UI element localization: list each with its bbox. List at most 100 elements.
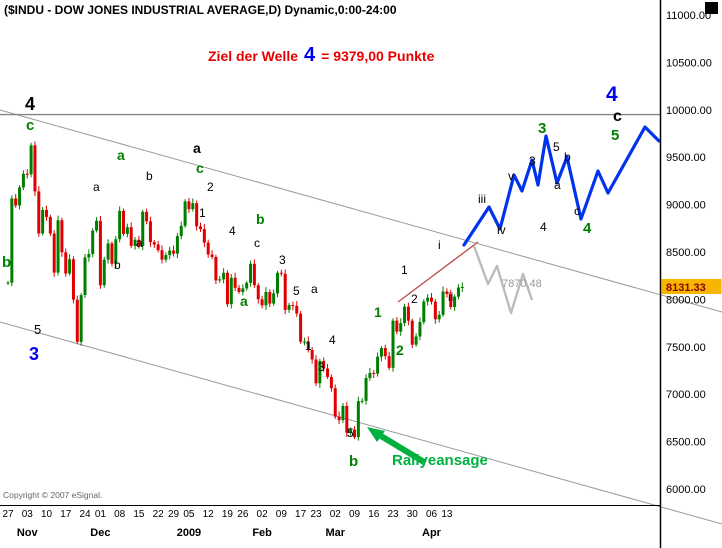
date-axis: 27 03 10 17 24 01 08 15 22 29 05 12 19 26 02 09 17 23 02 09… bbox=[2, 509, 452, 539]
wave-label: 1 bbox=[305, 339, 312, 353]
date-tick-label: 23 bbox=[387, 509, 399, 520]
window-corner-decoration bbox=[705, 2, 718, 14]
wave-label: c bbox=[254, 236, 260, 250]
copyright-label: Copyright © 2007 eSignal. bbox=[3, 490, 103, 500]
wave-label: 3 bbox=[279, 253, 286, 267]
wave-label: 4 bbox=[540, 220, 547, 234]
wave-label: 4 bbox=[583, 220, 592, 237]
date-tick-label: 10 bbox=[41, 509, 53, 520]
wave-label: 5 bbox=[347, 426, 354, 440]
month-label: Nov bbox=[17, 527, 39, 539]
date-tick-label: 13 bbox=[441, 509, 453, 520]
date-tick-label: 29 bbox=[168, 509, 180, 520]
wave-label: v bbox=[508, 169, 514, 183]
wave-label: 1 bbox=[199, 206, 206, 220]
rally-arrow-icon bbox=[367, 427, 426, 465]
date-tick-label: 16 bbox=[368, 509, 380, 520]
wave-label: a bbox=[240, 293, 248, 309]
candles bbox=[6, 141, 464, 441]
last-price-badge: 8131.33 bbox=[661, 278, 722, 294]
last-price-value: 8131.33 bbox=[666, 282, 706, 294]
wave-label: 4 bbox=[25, 94, 35, 114]
price-axis-label: 6000.00 bbox=[666, 484, 706, 496]
price-axis-label: 8500.00 bbox=[666, 247, 706, 259]
price-axis-label: 7500.00 bbox=[666, 342, 706, 354]
axis-frame bbox=[0, 0, 662, 548]
wave-label: 2 bbox=[207, 180, 214, 194]
titlebar: ($INDU - DOW JONES INDUSTRIAL AVERAGE,D)… bbox=[4, 3, 397, 17]
date-tick-label: 03 bbox=[22, 509, 34, 520]
wave-label: a bbox=[93, 180, 100, 194]
month-label: 2009 bbox=[177, 527, 201, 539]
date-tick-label: 19 bbox=[222, 509, 234, 520]
wave-label: 4 bbox=[606, 83, 618, 106]
price-axis-label: 7000.00 bbox=[666, 389, 706, 401]
date-tick-label: 26 bbox=[237, 509, 249, 520]
month-label: Feb bbox=[252, 527, 272, 539]
wave-label: 3 bbox=[29, 344, 39, 364]
wave-label: a bbox=[311, 282, 318, 296]
wave-label: ii bbox=[448, 290, 453, 304]
wave-label: i bbox=[438, 238, 441, 252]
date-tick-label: 01 bbox=[95, 509, 107, 520]
price-axis-label: 10500.00 bbox=[666, 57, 712, 69]
date-tick-label: 30 bbox=[407, 509, 419, 520]
gray-alt-projection bbox=[472, 245, 534, 315]
rally-annotation: Rallyeansage bbox=[392, 452, 488, 469]
price-axis-label: 9000.00 bbox=[666, 200, 706, 212]
wave-label: a bbox=[136, 236, 143, 250]
wave-label: 3 bbox=[538, 120, 546, 137]
wave-label: 3 bbox=[318, 360, 325, 374]
date-tick-label: 09 bbox=[349, 509, 361, 520]
date-tick-label: 15 bbox=[133, 509, 145, 520]
price-axis-label: 10000.00 bbox=[666, 105, 712, 117]
price-axis-label: 9500.00 bbox=[666, 152, 706, 164]
wave-label: 5 bbox=[293, 284, 300, 298]
date-tick-label: 17 bbox=[60, 509, 72, 520]
target-prefix: Ziel der Welle bbox=[208, 48, 298, 64]
wave-label: 1 bbox=[374, 304, 382, 320]
month-label: Mar bbox=[325, 527, 345, 539]
wave-label: a bbox=[193, 140, 201, 156]
wave-label: 1 bbox=[401, 263, 408, 277]
wave-label: 2 bbox=[411, 292, 418, 306]
date-tick-label: 17 bbox=[295, 509, 307, 520]
target-wave-number: 4 bbox=[304, 44, 316, 66]
date-tick-label: 05 bbox=[183, 509, 195, 520]
date-tick-label: 24 bbox=[79, 509, 91, 520]
wave-label: 3 bbox=[529, 154, 536, 168]
wave-label: 4 bbox=[329, 333, 336, 347]
price-axis: 11000.00 10500.00 10000.00 9500.00 9000.00 85… bbox=[666, 10, 712, 496]
month-label: Apr bbox=[422, 527, 442, 539]
window-title: ($INDU - DOW JONES INDUSTRIAL AVERAGE,D)… bbox=[4, 3, 397, 17]
price-axis-label: 6500.00 bbox=[666, 437, 706, 449]
date-tick-label: 27 bbox=[2, 509, 14, 520]
trend-lines bbox=[0, 109, 722, 525]
wave-label: b bbox=[114, 258, 121, 272]
wave-label: 2 bbox=[396, 342, 404, 358]
wave-label: b bbox=[564, 150, 571, 164]
wave-label: c bbox=[613, 108, 622, 125]
wave-label: a bbox=[117, 147, 125, 163]
wave-label: a bbox=[554, 178, 561, 192]
wave-label: c bbox=[574, 204, 580, 218]
wave-label: b bbox=[146, 169, 153, 183]
price-axis-label: 11000.00 bbox=[666, 10, 711, 22]
wave-label: 5 bbox=[34, 322, 41, 337]
price-axis-label: 8000.00 bbox=[666, 294, 706, 306]
date-tick-label: 02 bbox=[330, 509, 342, 520]
wave-label: iv bbox=[497, 223, 506, 237]
month-label: Dec bbox=[90, 527, 110, 539]
date-tick-label: 12 bbox=[203, 509, 215, 520]
wave-label: 5 bbox=[611, 127, 619, 144]
gray-target-label: 7870,48 bbox=[502, 278, 542, 290]
wave-label: 5 bbox=[553, 140, 560, 154]
blue-wave-projection bbox=[462, 125, 661, 247]
wave-label: b bbox=[256, 211, 265, 227]
red-trendline bbox=[397, 241, 479, 303]
wave-label: c bbox=[196, 160, 204, 176]
wave-label: iii bbox=[478, 192, 486, 206]
wave-label: b bbox=[2, 254, 11, 271]
